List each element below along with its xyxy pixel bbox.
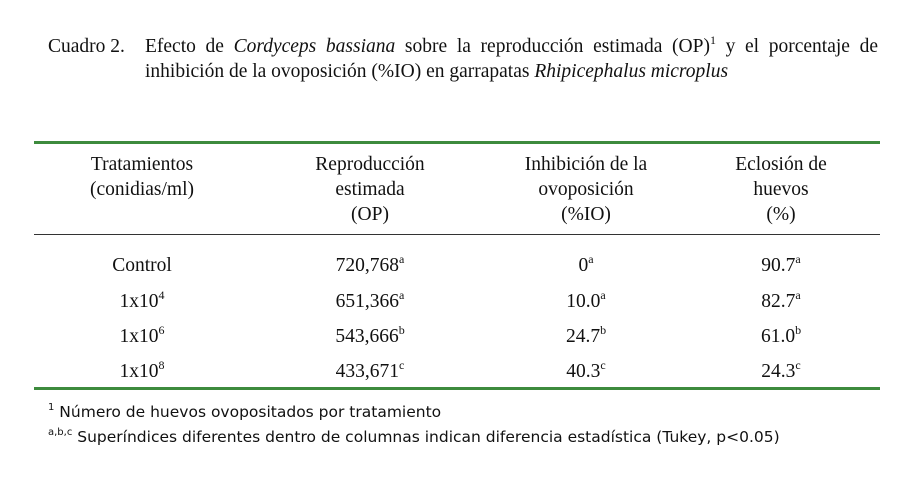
- treatment-exponent: 4: [158, 287, 165, 302]
- caption-species-a: Cordyceps bassiana: [233, 36, 396, 57]
- footnote-2: a,b,c Superíndices diferentes dentro de …: [48, 425, 780, 450]
- table-caption: Cuadro 2. Efecto de Cordyceps bassiana s…: [48, 34, 878, 84]
- io-superscript: a: [588, 252, 594, 266]
- io-superscript: a: [600, 287, 606, 302]
- header-line: ovoposición: [538, 179, 634, 200]
- header-line: (%IO): [561, 204, 611, 225]
- hatching-cell: 61.0b: [682, 319, 880, 354]
- table-header-rule: [34, 234, 880, 235]
- op-superscript: b: [398, 322, 405, 337]
- hatching-superscript: c: [795, 357, 801, 372]
- table-row: Control 720,768a 0a 90.7a: [34, 242, 880, 284]
- op-value: 720,768: [335, 255, 400, 276]
- footnote-text: Superíndices diferentes dentro de column…: [72, 428, 780, 446]
- hatching-value: 61.0: [760, 325, 796, 347]
- hatching-value: 24.3: [761, 360, 796, 382]
- op-superscript: a: [399, 252, 405, 266]
- io-value: 40.3: [566, 360, 601, 382]
- treatment-base: 1x10: [119, 325, 159, 347]
- treatment-base: Control: [112, 255, 172, 276]
- hatching-cell: 90.7a: [682, 242, 880, 284]
- io-superscript: c: [600, 357, 606, 372]
- treatment-exponent: 8: [158, 357, 165, 372]
- header-line: (conidias/ml): [90, 179, 194, 200]
- treatment-exponent: 6: [158, 322, 165, 337]
- treatment-base: 1x10: [119, 290, 159, 312]
- op-cell: 433,671c: [250, 354, 490, 389]
- io-cell: 10.0a: [490, 284, 682, 319]
- hatching-superscript: b: [795, 322, 802, 337]
- op-cell: 651,366a: [250, 284, 490, 319]
- header-line: Reproducción: [315, 154, 425, 175]
- caption-species-b: Rhipicephalus microplus: [534, 61, 729, 82]
- header-line: (%): [766, 204, 796, 225]
- io-value: 0: [578, 255, 589, 276]
- hatching-superscript: a: [795, 287, 801, 302]
- table-header-row: Tratamientos (conidias/ml) Reproducción …: [34, 144, 880, 242]
- op-value: 651,366: [335, 290, 400, 312]
- results-table: Tratamientos (conidias/ml) Reproducción …: [34, 144, 880, 389]
- caption-text-b: sobre la reproducción estimada (OP): [395, 36, 710, 57]
- header-line: Eclosión de: [735, 154, 827, 175]
- header-treatments: Tratamientos (conidias/ml): [34, 144, 250, 242]
- treatment-cell: Control: [34, 242, 250, 284]
- hatching-cell: 24.3c: [682, 354, 880, 389]
- footnote-mark: a,b,c: [48, 427, 73, 438]
- table-row: 1x104 651,366a 10.0a 82.7a: [34, 284, 880, 319]
- io-cell: 24.7b: [490, 319, 682, 354]
- caption-label: Cuadro 2.: [48, 36, 125, 57]
- header-reproduction: Reproducción estimada (OP): [250, 144, 490, 242]
- table-top-rule: [34, 141, 880, 144]
- header-line: estimada: [335, 179, 405, 200]
- io-value: 10.0: [566, 290, 601, 312]
- footnote-mark: 1: [48, 402, 55, 413]
- header-line: Inhibición de la: [524, 154, 648, 175]
- op-superscript: c: [399, 357, 405, 372]
- table-row: 1x106 543,666b 24.7b 61.0b: [34, 319, 880, 354]
- io-cell: 0a: [490, 242, 682, 284]
- header-line: Tratamientos: [90, 154, 194, 175]
- table-bottom-rule: [34, 387, 880, 390]
- footnotes: 1 Número de huevos ovopositados por trat…: [48, 400, 780, 450]
- header-line: huevos: [753, 179, 809, 200]
- caption-text-c: y el porcentaje de inhibición de la ovop…: [145, 36, 878, 82]
- footnote-1: 1 Número de huevos ovopositados por trat…: [48, 400, 780, 425]
- op-cell: 543,666b: [250, 319, 490, 354]
- caption-footnote-mark: 1: [709, 33, 716, 47]
- hatching-value: 90.7: [761, 255, 796, 276]
- hatching-cell: 82.7a: [682, 284, 880, 319]
- hatching-value: 82.7: [761, 290, 796, 312]
- table-row: 1x108 433,671c 40.3c 24.3c: [34, 354, 880, 389]
- header-inhibition: Inhibición de la ovoposición (%IO): [490, 144, 682, 242]
- op-cell: 720,768a: [250, 242, 490, 284]
- hatching-superscript: a: [795, 252, 801, 266]
- io-value: 24.7: [565, 325, 601, 347]
- treatment-cell: 1x104: [34, 284, 250, 319]
- treatment-cell: 1x108: [34, 354, 250, 389]
- op-value: 543,666: [335, 325, 399, 347]
- header-line: (OP): [351, 204, 389, 225]
- caption-text-a: Efecto de: [145, 36, 234, 57]
- treatment-base: 1x10: [119, 360, 159, 382]
- op-superscript: a: [399, 287, 405, 302]
- io-superscript: b: [600, 322, 607, 337]
- op-value: 433,671: [335, 360, 400, 382]
- treatment-cell: 1x106: [34, 319, 250, 354]
- caption-body: Efecto de Cordyceps bassiana sobre la re…: [145, 34, 878, 84]
- io-cell: 40.3c: [490, 354, 682, 389]
- footnote-text: Número de huevos ovopositados por tratam…: [54, 403, 442, 421]
- header-hatching: Eclosión de huevos (%): [682, 144, 880, 242]
